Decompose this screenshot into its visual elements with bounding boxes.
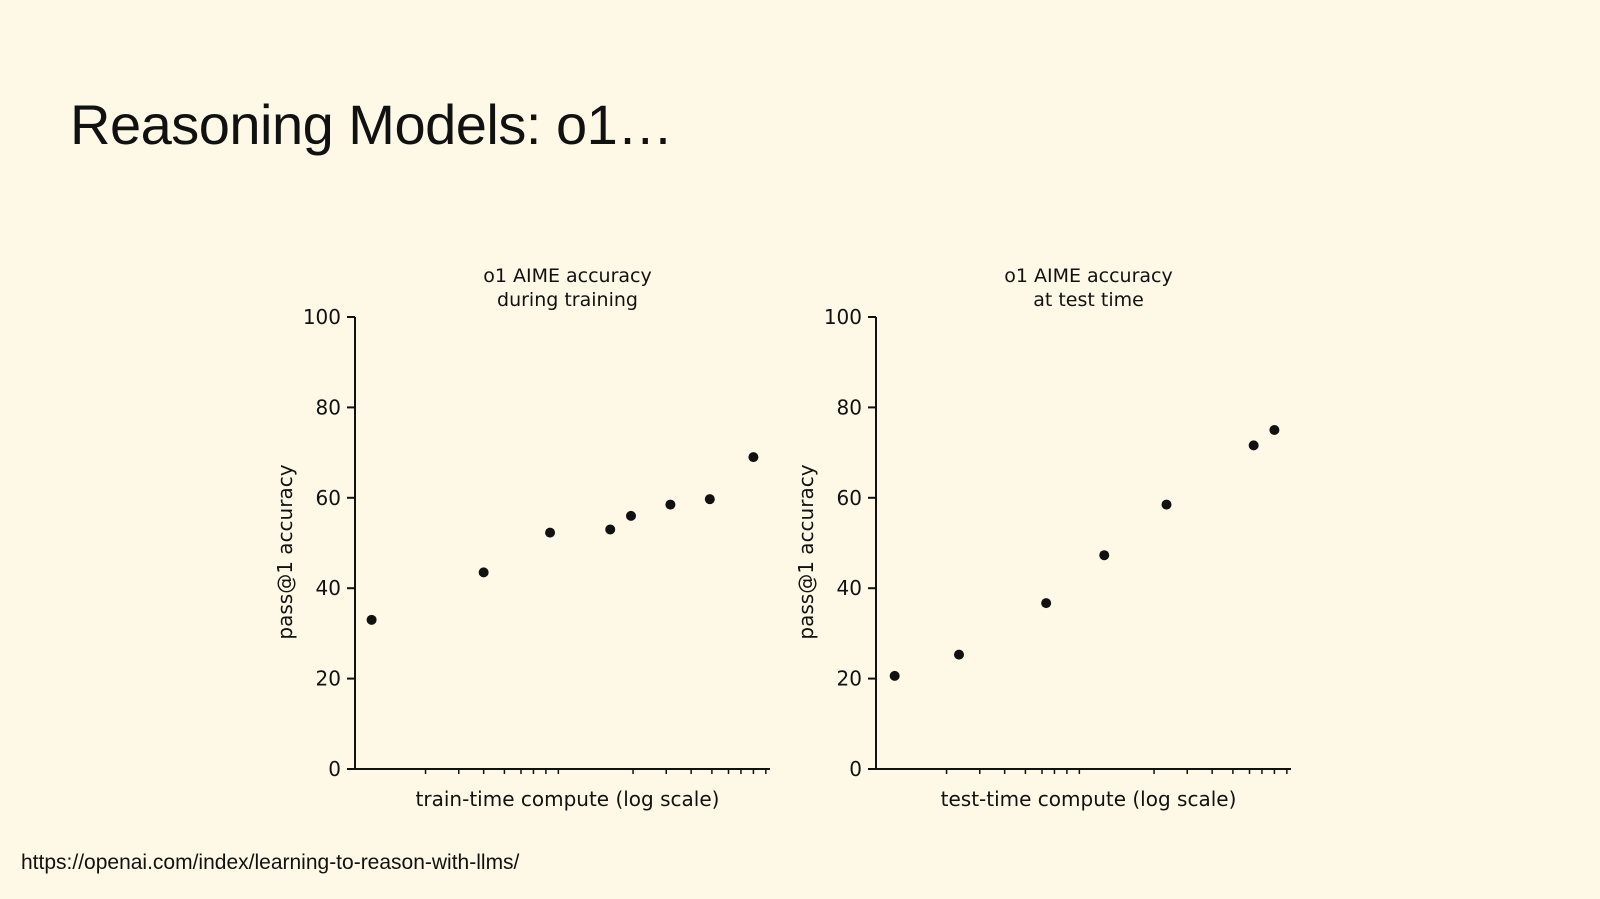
chart-title-line: o1 AIME accuracy	[1004, 265, 1173, 287]
data-point	[605, 524, 616, 535]
chart-title-line: at test time	[1033, 289, 1144, 311]
data-point	[1248, 440, 1259, 451]
x-axis-label: test-time compute (log scale)	[941, 787, 1237, 811]
chart-title-line: during training	[497, 289, 638, 311]
source-url-link[interactable]: https://openai.com/index/learning-to-rea…	[21, 851, 520, 874]
data-point	[1099, 550, 1110, 561]
y-tick-label: 80	[837, 395, 862, 419]
y-axis-label: pass@1 accuracy	[273, 464, 297, 639]
data-point	[1041, 598, 1052, 609]
y-tick-label: 40	[837, 576, 862, 600]
data-point	[545, 527, 556, 538]
y-axis-label: pass@1 accuracy	[794, 464, 818, 639]
data-point	[889, 670, 900, 681]
chart-title-line: o1 AIME accuracy	[483, 265, 652, 287]
data-point	[625, 510, 636, 521]
data-point	[1161, 499, 1172, 510]
y-tick-label: 80	[316, 395, 341, 419]
y-tick-label: 20	[316, 667, 341, 691]
y-tick-label: 0	[849, 757, 862, 781]
slide-title: Reasoning Models: o1…	[70, 93, 673, 156]
data-point	[1269, 425, 1280, 435]
x-axis-label: train-time compute (log scale)	[416, 787, 720, 811]
y-tick-label: 60	[837, 486, 862, 510]
y-tick-label: 40	[316, 576, 341, 600]
data-point	[665, 499, 676, 510]
y-tick-label: 60	[316, 486, 341, 510]
data-point	[366, 614, 377, 625]
data-point	[478, 567, 489, 578]
data-point	[748, 452, 759, 463]
data-point	[954, 649, 964, 660]
y-tick-label: 100	[824, 305, 862, 329]
y-tick-label: 0	[328, 757, 341, 781]
y-tick-label: 100	[303, 305, 341, 329]
y-tick-label: 20	[837, 667, 862, 691]
data-point	[704, 494, 715, 505]
